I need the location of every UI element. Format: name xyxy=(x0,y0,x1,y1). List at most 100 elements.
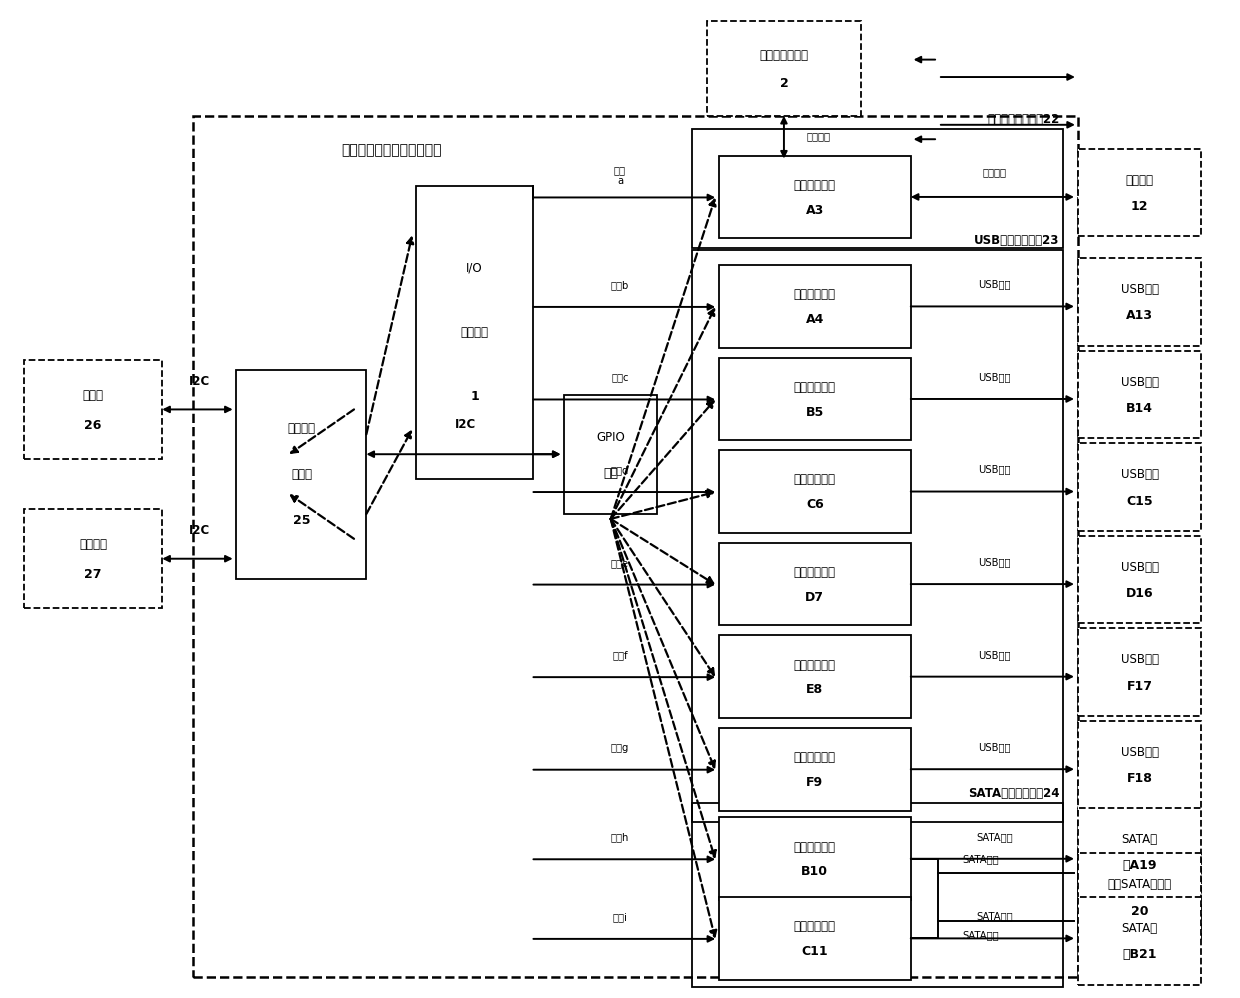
Text: USB电源: USB电源 xyxy=(978,557,1011,567)
FancyArrowPatch shape xyxy=(910,856,1071,861)
Bar xyxy=(719,897,910,980)
Text: C6: C6 xyxy=(806,498,823,511)
Text: 电源控制模块: 电源控制模块 xyxy=(794,473,836,486)
Text: 27: 27 xyxy=(84,568,102,581)
Text: 1: 1 xyxy=(470,390,479,403)
FancyArrowPatch shape xyxy=(611,519,714,675)
Text: 扩展器件: 扩展器件 xyxy=(460,325,489,338)
Text: 端口d: 端口d xyxy=(611,465,629,475)
Text: 可编程逻: 可编程逻 xyxy=(288,421,315,435)
FancyArrowPatch shape xyxy=(611,519,717,936)
Text: 口A19: 口A19 xyxy=(1122,859,1157,872)
Bar xyxy=(719,817,910,900)
Bar xyxy=(1078,443,1202,531)
Bar xyxy=(692,802,1063,987)
Text: USB电源: USB电源 xyxy=(978,372,1011,382)
FancyArrowPatch shape xyxy=(611,309,714,519)
Text: F18: F18 xyxy=(1127,772,1152,785)
Text: 处理器: 处理器 xyxy=(82,389,103,402)
FancyArrowPatch shape xyxy=(611,519,714,767)
Text: 高速模拟开关: 高速模拟开关 xyxy=(794,179,836,192)
Text: B14: B14 xyxy=(1126,402,1153,415)
Text: E8: E8 xyxy=(806,684,823,697)
Text: 主板SATA控制器: 主板SATA控制器 xyxy=(1107,878,1172,891)
FancyArrowPatch shape xyxy=(366,238,413,434)
Bar xyxy=(1078,258,1202,345)
FancyArrowPatch shape xyxy=(533,195,713,201)
Text: USB接口: USB接口 xyxy=(1121,561,1158,574)
FancyArrowPatch shape xyxy=(910,303,1071,309)
FancyArrowPatch shape xyxy=(611,200,715,519)
FancyArrowPatch shape xyxy=(910,489,1071,494)
Text: 辑器件: 辑器件 xyxy=(291,468,312,481)
Text: A13: A13 xyxy=(1126,309,1153,322)
FancyArrowPatch shape xyxy=(611,491,713,519)
FancyArrowPatch shape xyxy=(291,409,353,453)
Text: 端口e: 端口e xyxy=(611,558,629,568)
Text: 网络接口控制电路22: 网络接口控制电路22 xyxy=(987,113,1059,126)
FancyArrowPatch shape xyxy=(910,766,1071,772)
Text: A3: A3 xyxy=(806,204,825,217)
Text: 安全计算机的端口管控电路: 安全计算机的端口管控电路 xyxy=(341,144,441,158)
FancyArrowPatch shape xyxy=(611,519,713,583)
Text: D16: D16 xyxy=(1126,587,1153,600)
FancyArrowPatch shape xyxy=(291,495,353,539)
Text: 高速模拟开关: 高速模拟开关 xyxy=(794,920,836,933)
Text: C15: C15 xyxy=(1126,495,1153,508)
Text: B5: B5 xyxy=(806,406,825,419)
FancyArrowPatch shape xyxy=(910,674,1071,680)
Text: I/O: I/O xyxy=(466,261,482,274)
Text: 电源控制模块: 电源控制模块 xyxy=(794,566,836,579)
Text: 电源控制模块: 电源控制模块 xyxy=(794,659,836,672)
Text: USB接口: USB接口 xyxy=(1121,468,1158,481)
Bar xyxy=(719,728,910,810)
Text: 端口b: 端口b xyxy=(611,280,629,290)
FancyArrowPatch shape xyxy=(533,582,713,588)
Text: 电源控制模块: 电源控制模块 xyxy=(794,381,836,394)
Text: A4: A4 xyxy=(806,313,825,326)
Text: 可信模块: 可信模块 xyxy=(79,538,107,551)
Text: F9: F9 xyxy=(806,775,823,789)
Bar xyxy=(1078,853,1202,941)
Text: 20: 20 xyxy=(1131,904,1148,917)
Text: 端口g: 端口g xyxy=(611,743,629,752)
Bar xyxy=(1078,721,1202,808)
Text: D7: D7 xyxy=(805,591,825,604)
Bar xyxy=(193,116,1078,977)
Bar xyxy=(24,359,162,459)
Bar xyxy=(564,394,657,514)
Bar xyxy=(1078,536,1202,624)
FancyArrowPatch shape xyxy=(611,519,715,857)
FancyArrowPatch shape xyxy=(910,396,1071,402)
Bar xyxy=(719,357,910,440)
Text: 26: 26 xyxy=(84,419,102,432)
Bar xyxy=(719,543,910,626)
Bar xyxy=(1078,629,1202,716)
Text: USB电源: USB电源 xyxy=(978,279,1011,289)
Text: 2: 2 xyxy=(780,77,789,90)
Text: 主板网络控制器: 主板网络控制器 xyxy=(759,49,808,62)
Text: SATA接: SATA接 xyxy=(1121,832,1158,845)
Text: I2C: I2C xyxy=(188,524,210,537)
Bar xyxy=(24,509,162,609)
Bar xyxy=(415,186,533,479)
FancyArrowPatch shape xyxy=(533,304,713,309)
Bar xyxy=(692,250,1063,822)
Text: USB接口: USB接口 xyxy=(1121,375,1158,389)
FancyArrowPatch shape xyxy=(910,935,1071,941)
Text: 网络信号: 网络信号 xyxy=(982,167,1006,177)
Text: 转换: 转换 xyxy=(603,467,619,480)
Text: 电源控制模块: 电源控制模块 xyxy=(794,751,836,764)
Text: SATA信号: SATA信号 xyxy=(976,911,1013,921)
FancyArrowPatch shape xyxy=(913,195,1071,200)
Bar xyxy=(1078,897,1202,985)
Text: B10: B10 xyxy=(801,865,828,878)
FancyArrowPatch shape xyxy=(533,451,558,457)
FancyArrowPatch shape xyxy=(165,556,231,562)
Bar xyxy=(707,21,862,116)
Text: 网络信号: 网络信号 xyxy=(806,131,831,141)
Bar xyxy=(719,636,910,718)
Bar xyxy=(719,265,910,347)
Text: F17: F17 xyxy=(1127,680,1153,693)
Text: I2C: I2C xyxy=(188,375,210,388)
